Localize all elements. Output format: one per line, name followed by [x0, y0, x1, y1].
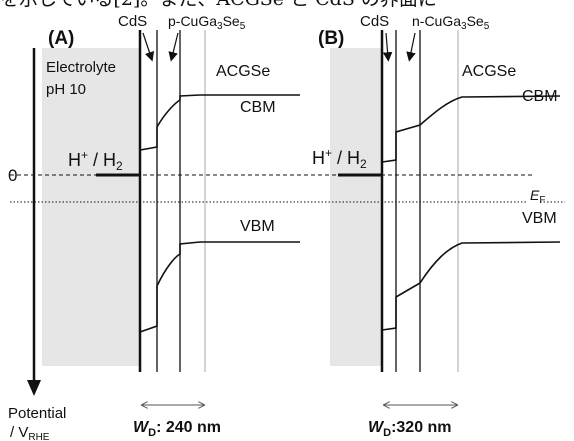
panel-b-depletion-width-label: WD:320 nm: [368, 419, 452, 439]
potential-axis-arrowhead: [27, 380, 41, 396]
panel-a-letter: (A): [48, 28, 74, 49]
panel-a: (A) Electrolyte pH 10 CdS p-CuGa3Se5 ACG…: [42, 13, 300, 439]
panel-b-letter: (B): [318, 28, 344, 49]
panel-b-buffer-pointer: [406, 32, 416, 62]
panel-b: (B) CdS n-CuGa3Se5 ACGSe CBM VBM EF H+ /…: [312, 13, 561, 439]
potential-zero-label: 0: [8, 166, 17, 185]
panel-a-cds-pointer: [142, 32, 155, 62]
panel-a-buffer-pointer: [168, 32, 179, 62]
panel-a-absorber-label: ACGSe: [216, 63, 270, 80]
panel-b-vbm-label: VBM: [522, 210, 557, 227]
panel-b-buffer-label: n-CuGa3Se5: [412, 13, 490, 32]
panel-b-cbm-label: CBM: [522, 88, 558, 105]
panel-b-vbm-curve: [381, 241, 561, 331]
potential-axis-title-line2: / VRHE: [10, 424, 50, 441]
panel-a-buffer-label: p-CuGa3Se5: [168, 13, 246, 32]
panel-a-depletion-width-label: WD: 240 nm: [133, 419, 221, 439]
panel-b-cds-label: CdS: [360, 13, 389, 30]
panel-a-vbm-label: VBM: [240, 218, 275, 235]
panel-a-vbm-curve: [139, 241, 300, 334]
panel-b-absorber-label: ACGSe: [462, 63, 516, 80]
panel-a-electrolyte-region: [42, 48, 140, 366]
panel-a-cbm-label: CBM: [240, 99, 276, 116]
panel-a-redox-label: H+ / H2: [68, 148, 123, 173]
panel-a-electrolyte-label: Electrolyte: [46, 59, 116, 76]
panel-b-cbm-curve: [381, 95, 561, 163]
potential-axis: 0 Potential / VRHE: [8, 48, 66, 441]
potential-axis-title-line1: Potential: [8, 405, 66, 422]
header-text-fragment: を示している[2]。また、ACGSe と CdS の界面に: [0, 0, 574, 18]
panel-b-redox-label: H+ / H2: [312, 146, 367, 171]
panel-a-ph-label: pH 10: [46, 81, 86, 98]
panel-b-fermi-label: EF: [530, 187, 545, 206]
panel-a-cbm-curve: [139, 94, 300, 151]
panel-b-cds-pointer: [382, 32, 393, 62]
panel-b-electrolyte-region: [330, 48, 382, 366]
panel-a-cds-label: CdS: [118, 13, 147, 30]
